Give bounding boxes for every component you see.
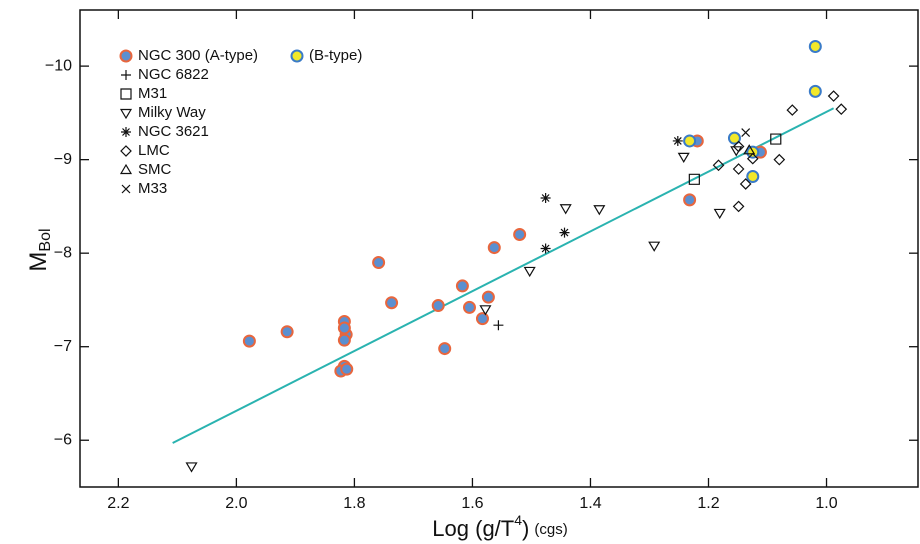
marker — [372, 256, 386, 270]
x-label-main: Log (g/T — [432, 516, 514, 541]
legend-label: M31 — [138, 85, 167, 102]
marker — [242, 334, 256, 348]
marker — [513, 227, 527, 241]
marker — [337, 321, 351, 335]
marker — [337, 333, 351, 347]
legend-marker — [120, 145, 132, 157]
legend-marker — [119, 108, 133, 120]
marker — [683, 193, 697, 207]
marker — [462, 300, 476, 314]
legend-label: LMC — [138, 142, 170, 159]
marker — [688, 173, 700, 185]
marker — [185, 462, 198, 473]
marker — [746, 169, 760, 183]
y-label-sub: Bol — [37, 228, 54, 251]
legend-label: NGC 300 (A-type) — [138, 47, 258, 64]
x-tick-label: 1.0 — [815, 495, 837, 512]
x-tick-label: 2.0 — [225, 495, 247, 512]
marker — [340, 362, 354, 376]
plot-frame — [79, 9, 919, 488]
marker — [732, 163, 745, 175]
y-tick-label: −10 — [45, 57, 72, 74]
marker — [540, 192, 551, 203]
y-tick-label: −8 — [54, 244, 72, 261]
marker — [540, 243, 551, 254]
legend-marker — [121, 70, 131, 80]
x-axis-label: Log (g/T4) (cgs) — [432, 512, 567, 541]
marker — [672, 135, 683, 146]
marker — [732, 200, 745, 213]
marker — [712, 159, 725, 172]
legend-marker — [120, 88, 132, 100]
y-tick-label: −7 — [54, 338, 72, 355]
marker — [786, 104, 799, 116]
fit-line — [172, 107, 835, 444]
marker — [493, 320, 504, 331]
legend-marker — [290, 49, 304, 63]
legend-marker — [119, 49, 133, 63]
legend-label: SMC — [138, 161, 172, 178]
marker — [648, 241, 661, 252]
legend-label: Milky Way — [138, 104, 206, 121]
marker — [727, 131, 741, 145]
x-label-unit: (cgs) — [534, 521, 567, 538]
marker — [479, 305, 492, 316]
marker — [808, 84, 822, 98]
legend-label: M33 — [138, 180, 167, 197]
marker — [481, 290, 495, 304]
x-label-close: ) — [522, 516, 529, 541]
x-tick-label: 1.4 — [579, 495, 601, 512]
legend-marker — [119, 163, 133, 175]
marker — [280, 325, 294, 339]
marker — [732, 140, 745, 153]
legend-label: NGC 3621 — [138, 123, 209, 140]
marker — [770, 133, 782, 145]
x-tick-label: 1.2 — [697, 495, 719, 512]
marker — [713, 208, 726, 220]
legend-marker — [121, 184, 131, 194]
y-label-main: M — [25, 252, 52, 272]
marker — [677, 152, 690, 164]
legend-label: (B-type) — [309, 47, 362, 64]
legend-label: NGC 6822 — [138, 66, 209, 83]
marker — [741, 128, 751, 137]
y-tick-label: −6 — [54, 431, 72, 448]
x-label-sup: 4 — [514, 512, 522, 528]
marker — [683, 134, 697, 148]
marker — [773, 153, 786, 166]
marker — [593, 205, 606, 216]
marker — [438, 342, 452, 356]
marker — [475, 312, 489, 326]
y-axis-label: MBol — [25, 228, 54, 271]
marker — [487, 241, 501, 255]
marker — [559, 227, 570, 238]
y-tick-label: −9 — [54, 151, 72, 168]
marker — [431, 299, 445, 313]
x-tick-label: 1.6 — [461, 495, 483, 512]
marker — [835, 103, 848, 115]
marker — [523, 266, 536, 278]
marker — [808, 39, 822, 53]
marker — [739, 178, 752, 190]
legend-marker — [121, 127, 131, 137]
x-tick-label: 1.8 — [343, 495, 365, 512]
marker — [385, 296, 399, 310]
marker — [455, 279, 469, 293]
marker — [559, 204, 572, 215]
marker — [746, 152, 759, 165]
marker — [743, 144, 756, 155]
marker — [827, 90, 840, 102]
x-tick-label: 2.2 — [107, 495, 129, 512]
